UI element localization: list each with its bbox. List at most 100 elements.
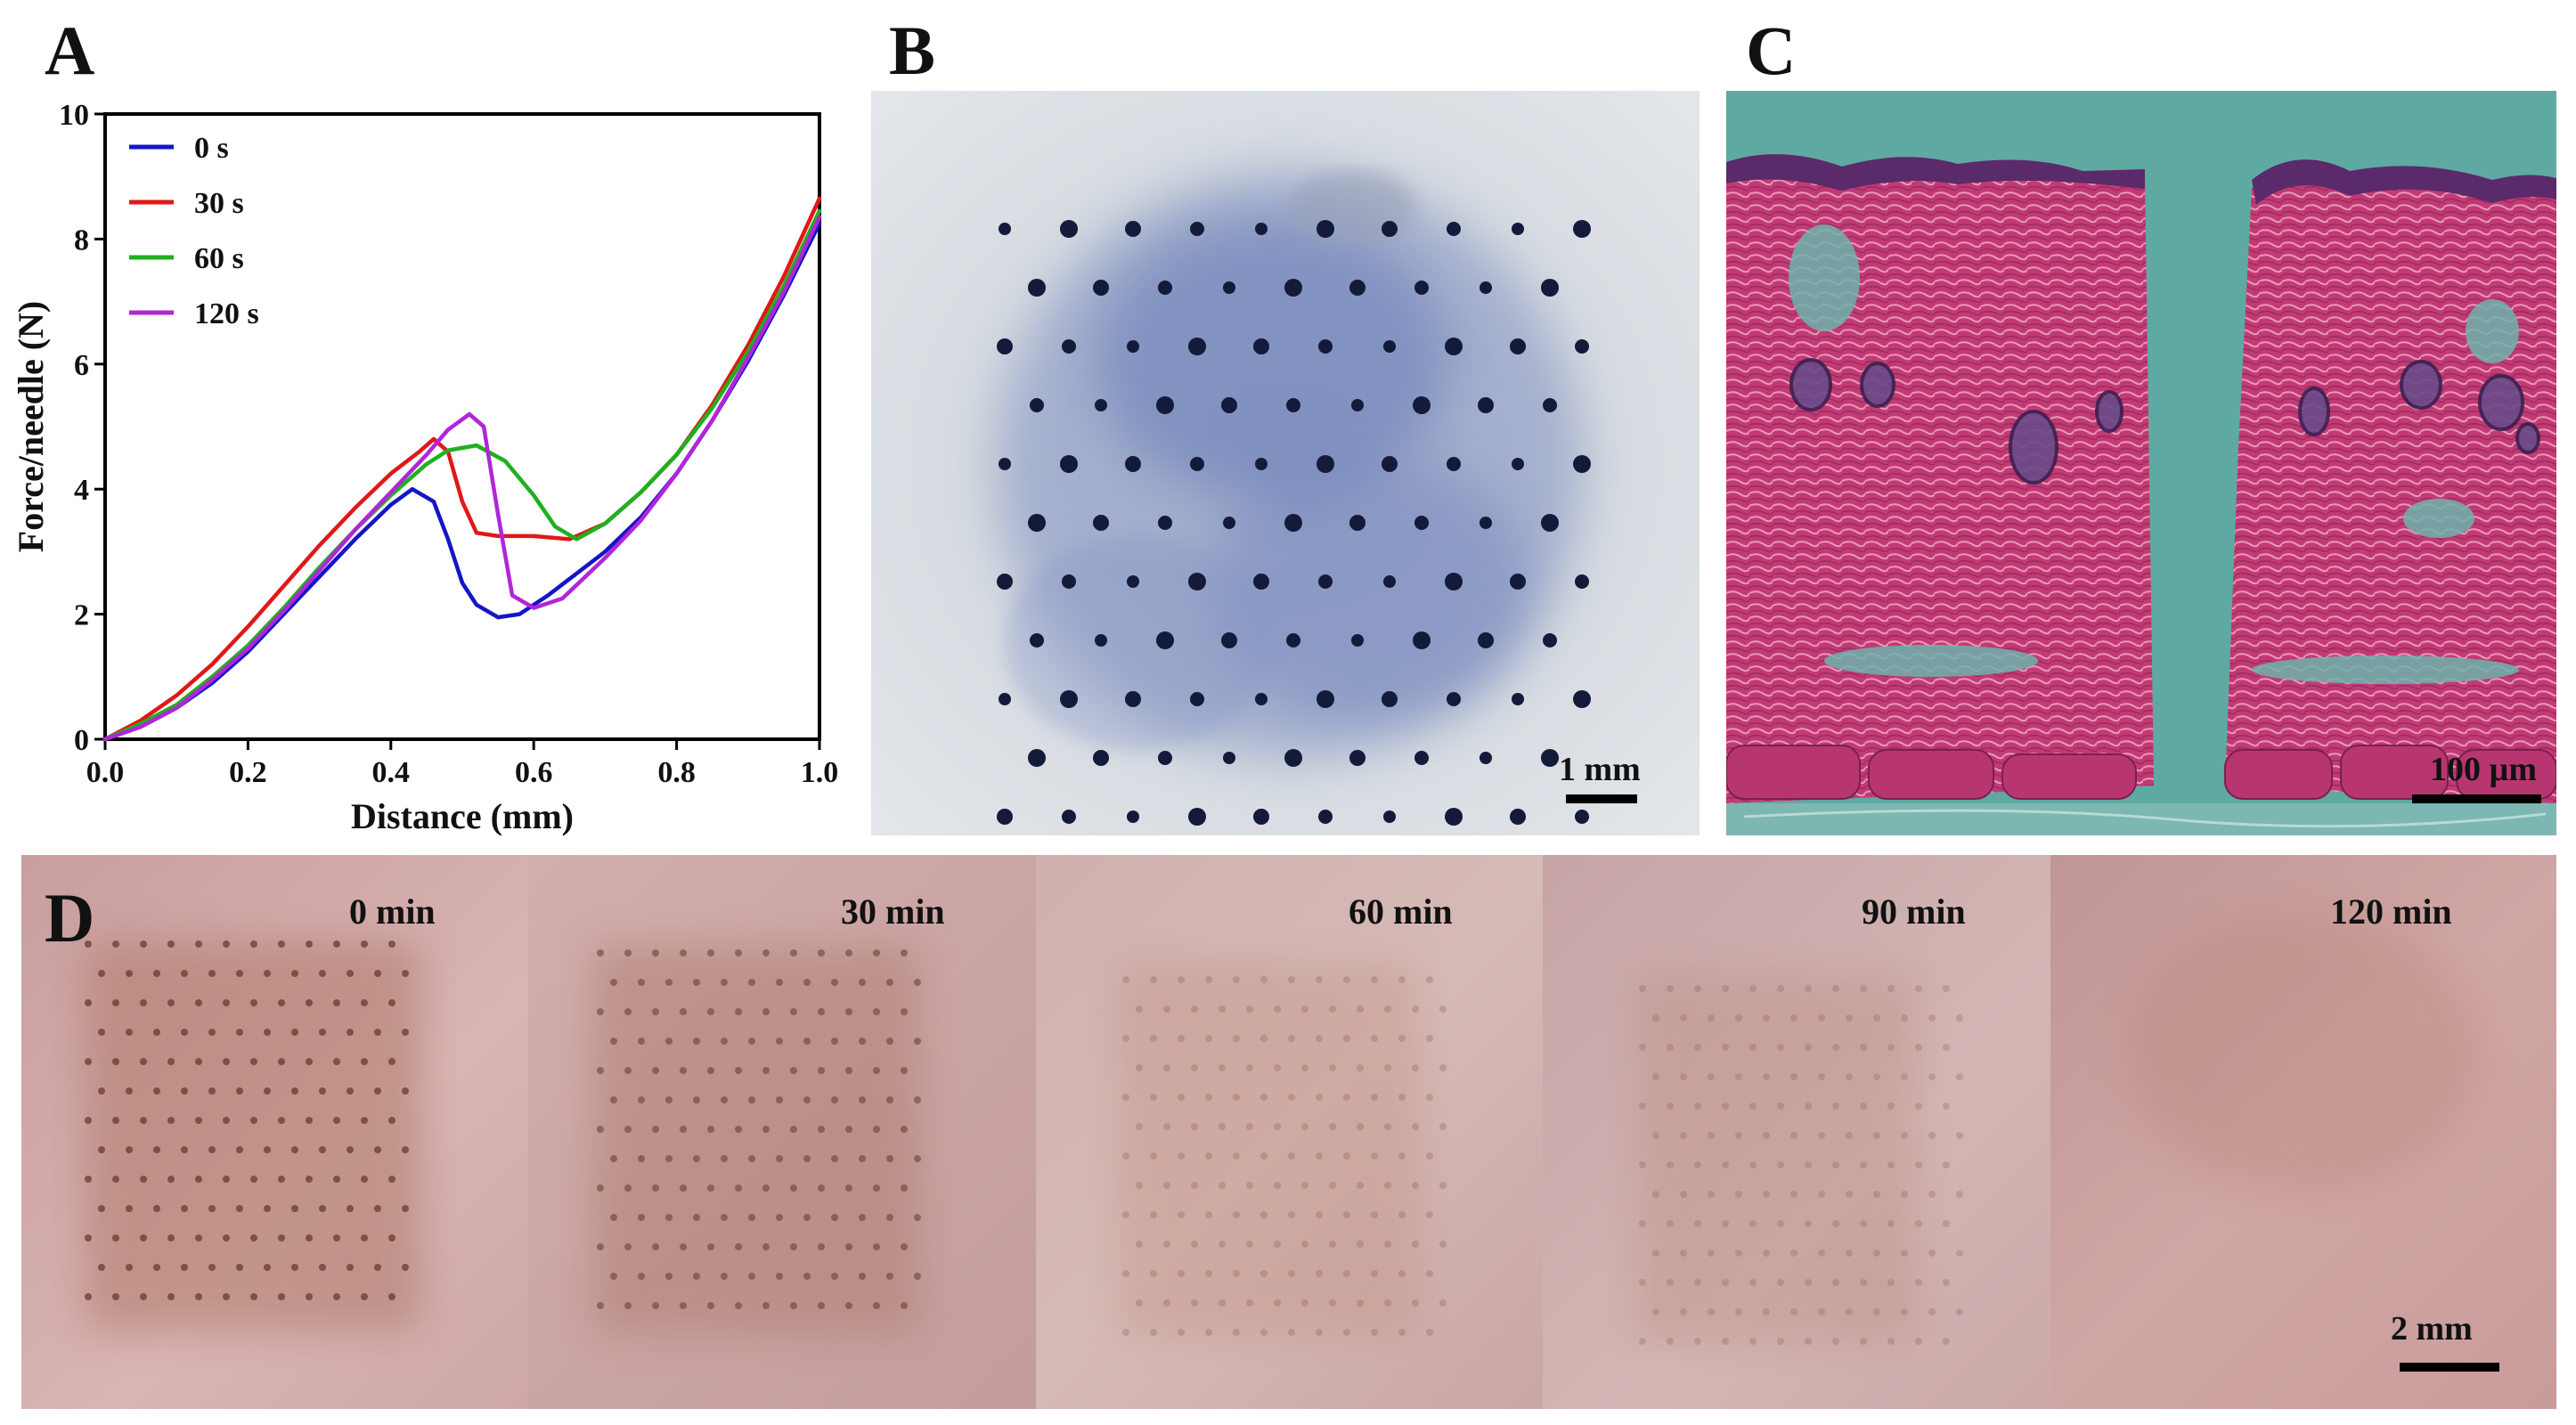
puncture-dot: [1125, 456, 1141, 472]
needle-mark: [1928, 1014, 1936, 1022]
needle-mark: [1680, 1014, 1687, 1022]
needle-mark: [112, 1293, 119, 1300]
puncture-dot: [1093, 515, 1109, 531]
needle-mark: [346, 1146, 354, 1153]
needle-mark: [1708, 1132, 1715, 1139]
needle-mark: [1860, 1044, 1867, 1051]
needle-mark: [1371, 1270, 1378, 1277]
needle-mark: [1136, 1299, 1143, 1307]
needle-mark: [1426, 1211, 1433, 1218]
needle-mark: [610, 1214, 617, 1221]
needle-mark: [402, 970, 409, 977]
needle-mark: [624, 1008, 632, 1015]
needle-mark: [914, 1273, 921, 1280]
needle-mark: [1832, 1338, 1839, 1345]
needle-mark: [901, 1008, 908, 1015]
puncture-dot: [1480, 517, 1492, 529]
needle-mark: [374, 1146, 381, 1153]
panel-b-scale-bar: [1566, 794, 1637, 803]
needle-mark: [1205, 1211, 1212, 1218]
needle-mark: [1667, 985, 1674, 992]
needle-mark: [1790, 1014, 1797, 1022]
puncture-dot: [1095, 399, 1107, 411]
needle-mark: [167, 1176, 175, 1183]
needle-mark: [1163, 1182, 1170, 1189]
puncture-dot: [1383, 575, 1396, 588]
needle-mark: [1371, 1035, 1378, 1042]
needle-mark: [1136, 1006, 1143, 1013]
needle-mark: [1790, 1191, 1797, 1198]
needle-mark: [1219, 1241, 1226, 1248]
needle-mark: [1805, 1338, 1812, 1345]
needle-mark: [1205, 1094, 1212, 1101]
needle-mark: [680, 1067, 687, 1074]
dye-stained-skin-photo: 1 mm: [871, 91, 1700, 835]
puncture-dot: [1284, 749, 1302, 767]
needle-mark: [1316, 1152, 1323, 1160]
needle-mark: [319, 1146, 326, 1153]
needle-mark: [153, 1205, 160, 1212]
needle-mark: [1667, 1338, 1674, 1345]
needle-mark: [707, 1302, 714, 1309]
needle-mark: [1928, 1250, 1936, 1257]
needle-mark: [638, 1096, 645, 1103]
needle-mark: [1219, 1064, 1226, 1071]
needle-mark: [1943, 1044, 1950, 1051]
needle-mark: [333, 999, 340, 1006]
needle-mark: [1301, 1064, 1308, 1071]
puncture-dot: [1413, 631, 1431, 649]
needle-mark: [1205, 1270, 1212, 1277]
puncture-dot: [1253, 574, 1269, 590]
needle-mark: [1777, 1161, 1784, 1168]
needle-mark: [112, 940, 119, 948]
needle-mark: [1398, 1211, 1406, 1218]
needle-mark: [306, 1117, 313, 1124]
needle-mark: [388, 1293, 395, 1300]
needle-mark: [1343, 1211, 1350, 1218]
x-tick-label: 0.4: [372, 756, 411, 789]
needle-mark: [1384, 1182, 1391, 1189]
needle-mark: [1357, 1064, 1364, 1071]
puncture-dot: [1158, 751, 1172, 765]
needle-mark: [153, 1029, 160, 1036]
puncture-dot: [1575, 574, 1589, 589]
puncture-dot: [1125, 221, 1141, 237]
needle-mark: [1357, 1241, 1364, 1248]
needle-mark: [1233, 976, 1240, 983]
needle-mark: [610, 979, 617, 986]
needle-mark: [306, 1058, 313, 1065]
needle-mark: [1371, 1211, 1378, 1218]
needle-mark: [98, 1264, 105, 1271]
needle-mark: [624, 1126, 632, 1133]
needle-mark: [1122, 976, 1129, 983]
needle-mark: [680, 1185, 687, 1192]
needle-mark: [1191, 1299, 1198, 1307]
needle-mark: [665, 979, 673, 986]
needle-mark: [223, 1058, 230, 1065]
needle-mark: [831, 1214, 838, 1221]
needle-mark: [167, 999, 175, 1006]
needle-mark: [845, 949, 852, 957]
needle-mark: [1763, 1191, 1770, 1198]
needle-mark: [735, 1243, 742, 1250]
needle-mark: [1887, 1103, 1895, 1110]
needle-mark: [1763, 1250, 1770, 1257]
needle-mark: [1639, 1338, 1646, 1345]
needle-mark: [1274, 1123, 1281, 1130]
legend-label-3: 120 s: [194, 297, 259, 330]
needle-mark: [1818, 1308, 1825, 1315]
needle-mark: [153, 1264, 160, 1271]
needle-mark: [735, 1067, 742, 1074]
needle-mark: [85, 940, 92, 948]
needle-mark: [1357, 1299, 1364, 1307]
needle-mark: [1343, 1329, 1350, 1336]
needle-mark: [1122, 1329, 1129, 1336]
needle-mark: [707, 1126, 714, 1133]
needle-mark: [1274, 1064, 1281, 1071]
needle-mark: [374, 1087, 381, 1095]
needle-mark: [652, 1126, 659, 1133]
needle-mark: [624, 1243, 632, 1250]
needle-mark: [85, 999, 92, 1006]
needle-mark: [1956, 1191, 1963, 1198]
puncture-dot: [1351, 399, 1364, 411]
